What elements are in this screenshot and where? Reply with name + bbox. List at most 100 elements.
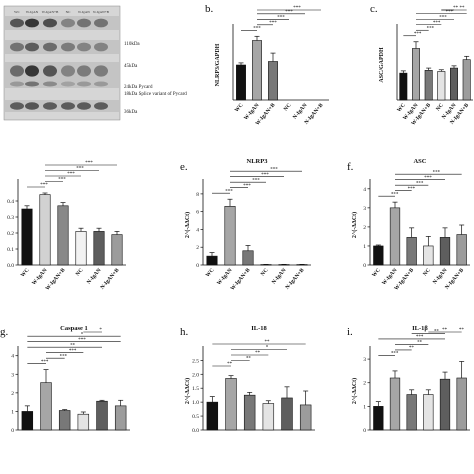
significance-stars: *** (427, 26, 435, 31)
blot-band-label: 45kDa (124, 64, 138, 69)
blot-band-label: 24kDa Pycard (124, 85, 153, 90)
significance-stars: *** (78, 338, 86, 343)
chart-title: NLRP3 (247, 158, 269, 165)
y-tick-label: 0.4 (7, 199, 14, 205)
significance-stars: *** (253, 27, 261, 32)
y-tick-label: 1.5 (192, 386, 199, 392)
significance-stars: *** (270, 167, 278, 172)
bar (21, 411, 34, 431)
blot-band (77, 42, 91, 52)
bar (439, 237, 451, 266)
x-tick-label: N-IgAN+B (285, 267, 306, 291)
bar (39, 194, 51, 266)
blot-lane-label: N-IgAN (78, 10, 90, 14)
significance-stars: *** (69, 349, 77, 354)
bar (93, 231, 105, 266)
y-tick-label: 2 (196, 245, 199, 251)
x-tick-label: NC (435, 102, 445, 112)
bar (399, 72, 408, 101)
x-tick-label: NC (260, 267, 270, 277)
x-tick-label: NC (283, 102, 293, 112)
blot-band (77, 18, 91, 28)
bar (58, 410, 71, 431)
significance-stars: *** (76, 167, 84, 172)
significance-stars: ** (417, 341, 423, 346)
y-tick-label: 3 (363, 206, 366, 212)
blot-band (61, 102, 75, 110)
significance-stars: *** (424, 176, 432, 181)
bar (75, 231, 87, 266)
significance-stars: *** (60, 354, 68, 359)
y-tick-label: 0.1 (7, 247, 14, 253)
blot-band (43, 42, 57, 52)
bar (114, 405, 127, 431)
blot-lane-label: N-IgAN+B (93, 10, 110, 14)
y-tick-label: 0 (363, 263, 366, 269)
significance-stars: *** (67, 172, 75, 177)
western-blot-panel: WC W-IgAN W-IgAN+B NC N-IgAN N-IgAN+B 110kDa 45… (3, 5, 187, 121)
y-tick-label: 2 (363, 381, 366, 387)
significance-stars: *** (293, 6, 301, 11)
y-axis-label: 2^(-ΔΔCt) (184, 212, 191, 238)
bar (206, 401, 219, 431)
bar (450, 67, 458, 101)
x-tick-label: W-IgAN (31, 267, 48, 286)
bar (456, 377, 467, 431)
bar (236, 64, 246, 101)
significance-stars: *** (58, 178, 66, 183)
significance-stars: *** (416, 335, 424, 340)
bar (252, 40, 262, 101)
blot-band (61, 81, 75, 87)
significance-stars: *** (269, 21, 277, 26)
blot-band (25, 65, 39, 77)
significance-stars: *** (433, 21, 441, 26)
blot-band (10, 42, 24, 52)
y-tick-label: 1 (363, 404, 366, 410)
blot-band-label: 110kDa (124, 42, 140, 47)
bar (206, 255, 218, 266)
y-tick-label: 1 (11, 409, 14, 415)
significance-stars: *** (85, 161, 93, 166)
y-tick-label: 8 (196, 192, 199, 198)
y-tick-label: 2 (11, 391, 14, 397)
blot-band (25, 18, 39, 28)
blot-band-label: 36kDa (124, 110, 138, 115)
blot-band (10, 81, 24, 87)
y-tick-label: 3 (11, 372, 14, 378)
panel-label: c. (370, 3, 378, 15)
y-tick-label: 0 (196, 263, 199, 269)
bar-chart-panel: h. IL-182^(-ΔΔCt)0.00.51.01.52.02.5******… (180, 325, 315, 434)
bar (439, 378, 451, 431)
bar (268, 61, 278, 101)
blot-band (10, 102, 24, 110)
y-axis-label: 2^(-ΔΔCt) (184, 378, 191, 404)
bar (77, 413, 90, 431)
significance-stars: *** (408, 187, 416, 192)
x-tick-label: WC (234, 102, 245, 113)
bar (423, 245, 434, 266)
blot-lane-label: W-IgAN (26, 10, 39, 14)
x-tick-label: NC (75, 267, 85, 277)
blot-band (43, 81, 57, 87)
bar (406, 394, 417, 431)
significance-stars: ** (255, 351, 261, 356)
y-tick-label: 0.0 (7, 263, 14, 269)
blot-band (94, 18, 108, 28)
y-axis-label: NLRP3/GAPDH (215, 43, 221, 86)
significance-stars: *** (277, 16, 285, 21)
blot-band (77, 65, 91, 77)
x-tick-label: NC (422, 267, 432, 277)
blot-band (25, 42, 39, 52)
y-tick-label: 3 (363, 357, 366, 363)
bar (373, 406, 384, 431)
significance-stars: *** (261, 173, 269, 178)
bar (462, 59, 471, 101)
significance-stars: ** (460, 6, 466, 11)
x-tick-label: N-IgAN (86, 267, 103, 285)
blot-band-label: 18kDa Splice variant of Pycard (124, 92, 187, 97)
